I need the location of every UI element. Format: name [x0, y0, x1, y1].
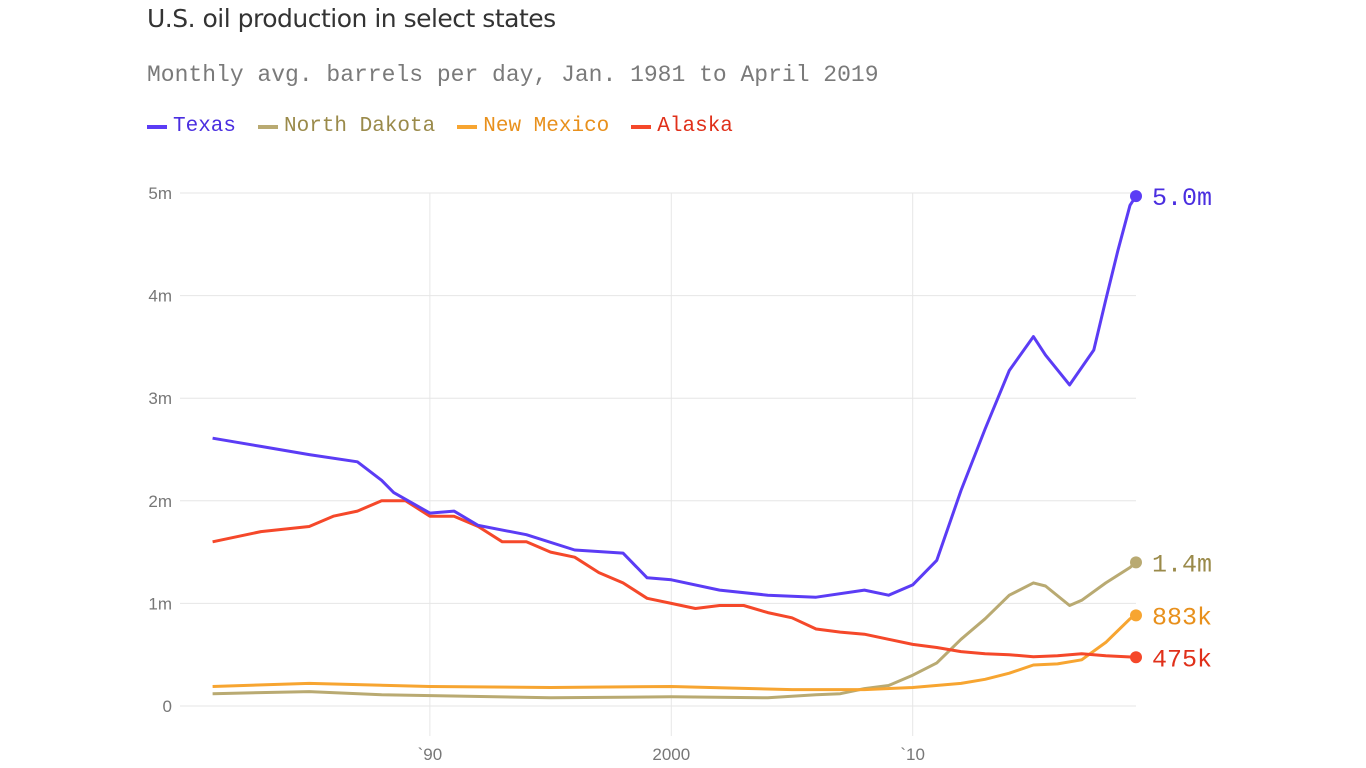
legend: Texas North Dakota New Mexico Alaska	[147, 115, 733, 138]
chart-title: U.S. oil production in select states	[147, 4, 556, 33]
end-label-alaska: 475k	[1152, 645, 1212, 674]
end-label-texas: 5.0m	[1152, 184, 1212, 213]
y-tick-label: 4m	[148, 287, 172, 306]
end-point-north-dakota	[1130, 556, 1142, 569]
end-label-north-dakota: 1.4m	[1152, 550, 1212, 579]
y-tick-label: 5m	[148, 184, 172, 203]
end-point-new-mexico	[1130, 609, 1142, 622]
y-tick-label: 2m	[148, 492, 172, 511]
end-point-alaska	[1130, 651, 1142, 664]
legend-label: North Dakota	[284, 115, 436, 138]
x-tick-label: `90	[418, 745, 443, 764]
series-line-north-dakota	[212, 561, 1137, 700]
y-tick-label: 3m	[148, 389, 172, 408]
legend-swatch	[631, 124, 652, 129]
series-line-new-mexico	[212, 614, 1137, 692]
y-tick-label: 0	[163, 697, 172, 716]
legend-swatch	[457, 124, 478, 129]
end-label-new-mexico: 883k	[1152, 603, 1212, 632]
y-tick-label: 1m	[148, 594, 172, 613]
x-tick-label: `10	[900, 745, 925, 764]
x-tick-label: 2000	[652, 745, 690, 764]
legend-swatch	[147, 124, 167, 129]
chart-subtitle: Monthly avg. barrels per day, Jan. 1981 …	[147, 62, 879, 88]
legend-label: New Mexico	[483, 115, 610, 138]
legend-item-alaska: Alaska	[631, 115, 733, 138]
legend-label: Alaska	[657, 115, 733, 138]
legend-item-north-dakota: North Dakota	[258, 115, 435, 138]
legend-label: Texas	[173, 115, 237, 138]
series-line-texas	[212, 195, 1138, 599]
legend-item-texas: Texas	[147, 115, 236, 138]
legend-swatch	[258, 124, 279, 129]
legend-item-new-mexico: New Mexico	[457, 115, 609, 138]
end-point-texas	[1130, 190, 1142, 203]
